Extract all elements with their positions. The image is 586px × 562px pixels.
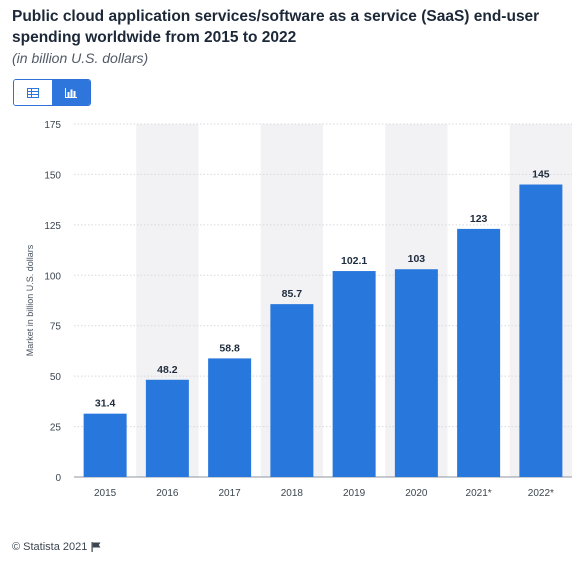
bar-value-label: 145 — [532, 169, 550, 181]
y-axis-title: Market in billion U.S. dollars — [25, 244, 35, 356]
footer: © Statista 2021 — [12, 541, 101, 553]
x-tick-label: 2017 — [219, 488, 242, 499]
bar — [83, 413, 127, 477]
x-tick-label: 2018 — [281, 488, 304, 499]
chart-subtitle: (in billion U.S. dollars) — [12, 50, 149, 66]
bar — [332, 271, 376, 477]
flag-icon[interactable] — [91, 542, 101, 552]
bar-value-label: 85.7 — [282, 288, 303, 300]
x-tick-label: 2015 — [94, 488, 117, 499]
bar-chart-icon — [65, 87, 77, 98]
x-tick-label: 2016 — [156, 488, 179, 499]
y-tick-label: 75 — [50, 322, 62, 333]
bar — [519, 184, 563, 477]
y-tick-label: 175 — [44, 120, 61, 131]
y-tick-label: 25 — [50, 423, 62, 434]
view-toggle — [13, 79, 91, 106]
x-tick-label: 2022* — [528, 488, 554, 499]
bar-value-label: 31.4 — [95, 398, 116, 410]
bar-value-label: 48.2 — [157, 364, 178, 376]
y-tick-label: 0 — [55, 473, 61, 484]
y-tick-label: 125 — [44, 221, 61, 232]
bar — [208, 358, 252, 477]
y-tick-label: 50 — [50, 372, 62, 383]
x-tick-label: 2020 — [405, 488, 428, 499]
chart-title: Public cloud application services/softwa… — [12, 8, 540, 46]
bar-chart: 0 25 50 75 100 125 150 175 Market in billion U.S… — [25, 120, 572, 499]
x-tick-label: 2019 — [343, 488, 366, 499]
y-tick-label: 150 — [44, 170, 61, 181]
table-view-button[interactable] — [14, 80, 52, 105]
bar-value-label: 102.1 — [341, 255, 367, 267]
bar-value-label: 58.8 — [219, 342, 240, 354]
bar — [270, 304, 314, 477]
bar-value-label: 103 — [408, 253, 426, 265]
chart-view-button[interactable] — [52, 80, 90, 105]
x-tick-label: 2021* — [466, 488, 492, 499]
table-icon — [27, 87, 39, 98]
bar — [145, 379, 189, 477]
copyright-text: © Statista 2021 — [12, 541, 88, 553]
bar — [394, 269, 438, 477]
y-tick-label: 100 — [44, 271, 61, 282]
bar-value-label: 123 — [470, 213, 488, 225]
bar — [457, 228, 501, 477]
